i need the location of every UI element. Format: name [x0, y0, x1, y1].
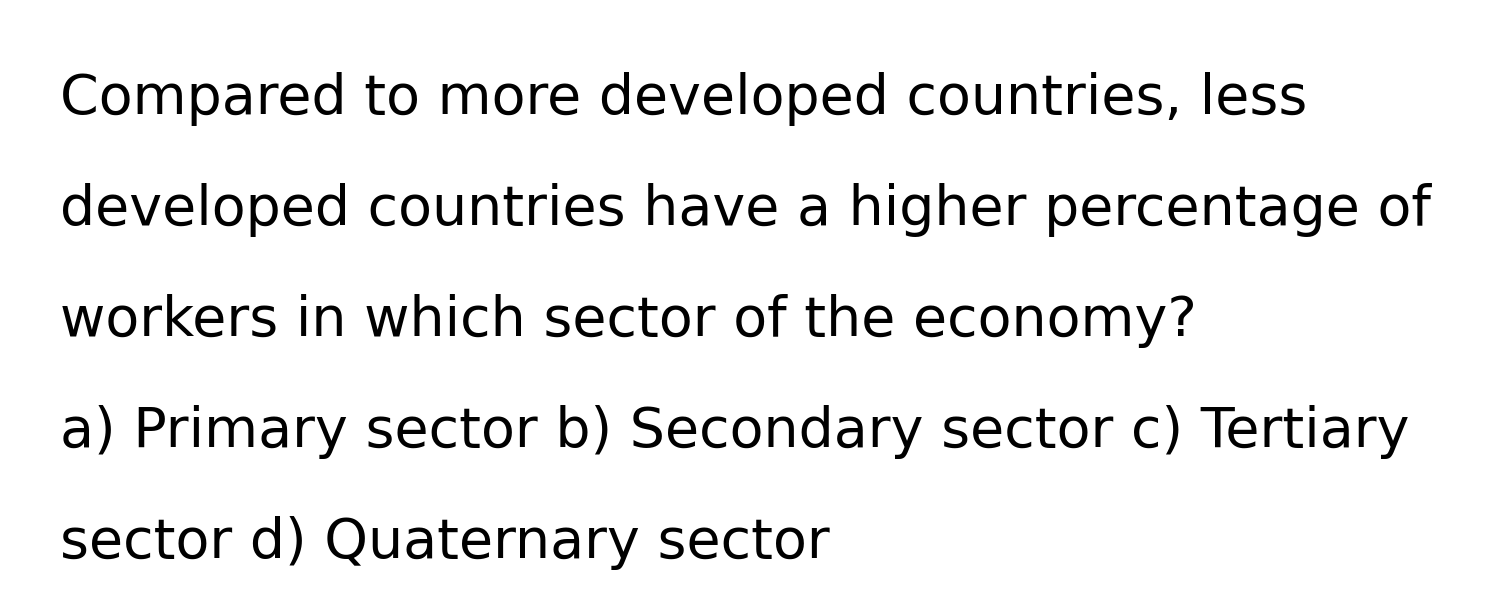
- Text: a) Primary sector b) Secondary sector c) Tertiary: a) Primary sector b) Secondary sector c)…: [60, 405, 1410, 459]
- Text: Compared to more developed countries, less: Compared to more developed countries, le…: [60, 72, 1308, 126]
- Text: sector d) Quaternary sector: sector d) Quaternary sector: [60, 516, 830, 570]
- Text: developed countries have a higher percentage of: developed countries have a higher percen…: [60, 183, 1431, 237]
- Text: workers in which sector of the economy?: workers in which sector of the economy?: [60, 294, 1197, 348]
